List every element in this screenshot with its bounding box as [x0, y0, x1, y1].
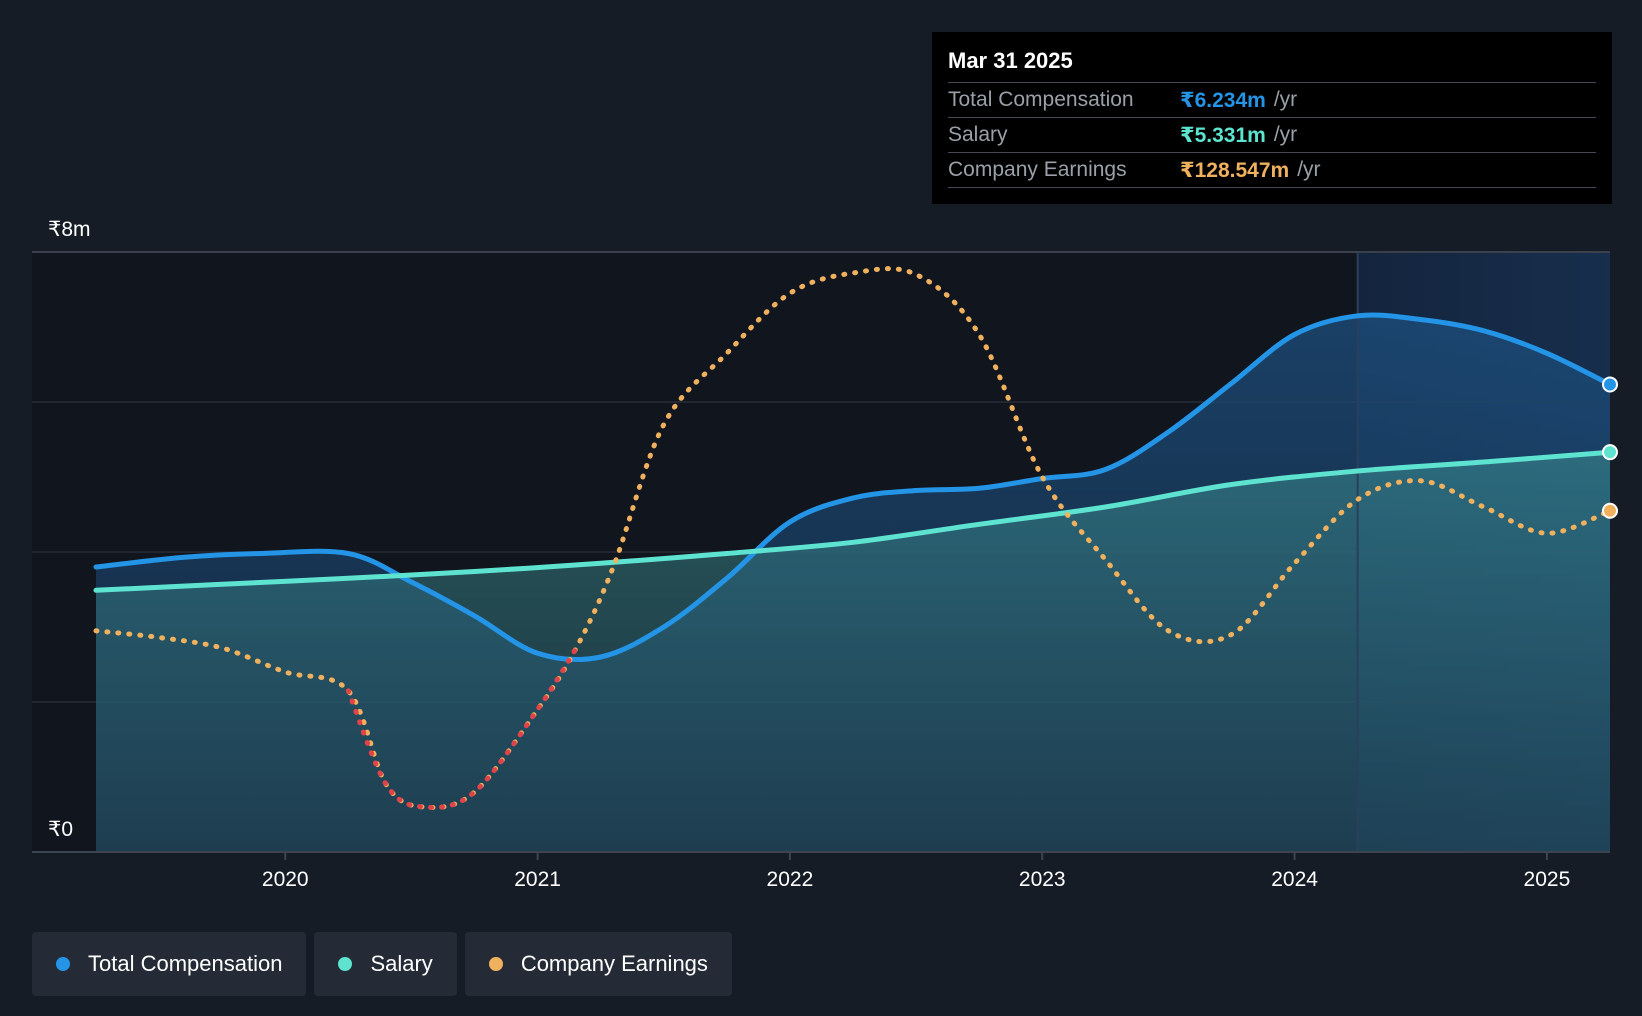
- x-tick-label: 2024: [1271, 868, 1318, 891]
- tooltip-unit: /yr: [1273, 123, 1298, 146]
- company-earnings-endpoint[interactable]: [1602, 502, 1618, 519]
- tooltip-value: ₹128.547m: [1180, 158, 1290, 182]
- salary-area: [96, 452, 1610, 852]
- tooltip-row-total-compensation: Total Compensation ₹6.234m /yr: [948, 82, 1596, 117]
- x-tick-label: 2023: [1019, 868, 1066, 891]
- tooltip-value: ₹5.331m: [1180, 123, 1266, 147]
- legend-label: Salary: [370, 951, 433, 976]
- legend-label: Company Earnings: [520, 951, 708, 976]
- y-axis: ₹8m ₹0: [48, 218, 91, 841]
- salary-endpoint[interactable]: [1602, 444, 1618, 461]
- tooltip-value: ₹6.234m: [1180, 88, 1266, 112]
- salary-line[interactable]: [93, 449, 1613, 593]
- tooltip-date: Mar 31 2025: [948, 48, 1073, 73]
- tooltip-label: Total Compensation: [948, 88, 1134, 111]
- legend-dot-icon: [56, 957, 70, 971]
- tooltip-unit: /yr: [1297, 158, 1321, 181]
- tooltip: Mar 31 2025 Total Compensation ₹6.234m /…: [932, 32, 1612, 204]
- legend-dot-icon: [338, 957, 353, 971]
- tooltip-row-salary: Salary ₹5.331m /yr: [948, 117, 1596, 152]
- legend: Total Compensation Salary Company Earnin…: [32, 932, 732, 996]
- x-tick-label: 2022: [767, 868, 814, 891]
- x-tick-label: 2025: [1524, 868, 1571, 891]
- tooltip-row-company-earnings: Company Earnings ₹128.547m /yr: [948, 152, 1596, 188]
- legend-item-company-earnings[interactable]: Company Earnings: [464, 932, 732, 996]
- legend-item-salary[interactable]: Salary: [314, 932, 457, 996]
- y-tick-label-bottom: ₹0: [48, 818, 73, 841]
- tooltip-label: Company Earnings: [948, 158, 1127, 181]
- legend-item-total-compensation[interactable]: Total Compensation: [32, 932, 307, 996]
- total-compensation-endpoint[interactable]: [1602, 376, 1618, 393]
- x-tick-label: 2021: [514, 868, 561, 891]
- y-tick-label-top: ₹8m: [48, 218, 91, 241]
- tooltip-unit: /yr: [1273, 88, 1298, 111]
- tooltip-label: Salary: [948, 123, 1008, 146]
- x-tick-label: 2020: [262, 868, 309, 891]
- legend-dot-icon: [488, 957, 503, 971]
- total-compensation-line[interactable]: [93, 312, 1613, 663]
- company-earnings-negative-segment[interactable]: [345, 647, 578, 810]
- legend-label: Total Compensation: [88, 951, 283, 976]
- x-axis: 2020 2021 2022 2023 2024 2025: [262, 852, 1570, 891]
